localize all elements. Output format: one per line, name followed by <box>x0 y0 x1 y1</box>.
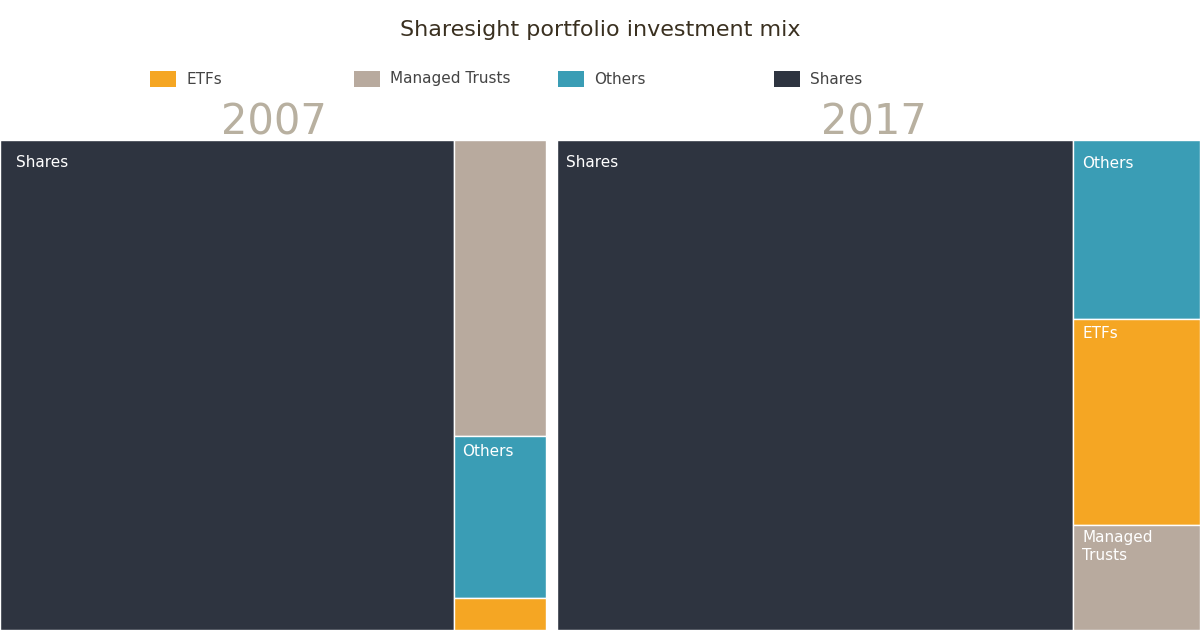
Text: Others: Others <box>1082 156 1134 171</box>
Text: Others: Others <box>462 444 514 459</box>
Bar <box>454 140 546 437</box>
Text: ETFs: ETFs <box>1082 326 1118 341</box>
Bar <box>1073 525 1200 630</box>
Bar <box>557 140 1073 630</box>
Bar <box>0 140 454 630</box>
Text: Sharesight portfolio investment mix: Sharesight portfolio investment mix <box>400 20 800 40</box>
Text: Shares: Shares <box>810 71 863 86</box>
Bar <box>150 71 176 88</box>
Bar <box>454 437 546 598</box>
Text: ETFs: ETFs <box>186 71 222 86</box>
Bar <box>774 71 800 88</box>
Text: Shares: Shares <box>16 155 68 169</box>
Text: Others: Others <box>594 71 646 86</box>
Bar <box>1073 319 1200 525</box>
Bar <box>354 71 380 88</box>
Text: 2017: 2017 <box>821 101 926 144</box>
Bar <box>454 598 546 630</box>
Bar <box>1073 140 1200 319</box>
Text: Managed Trusts: Managed Trusts <box>390 71 510 86</box>
Text: Shares: Shares <box>566 155 619 169</box>
Bar <box>558 71 584 88</box>
Text: 2007: 2007 <box>221 101 326 144</box>
Text: Managed
Trusts: Managed Trusts <box>1082 530 1153 563</box>
